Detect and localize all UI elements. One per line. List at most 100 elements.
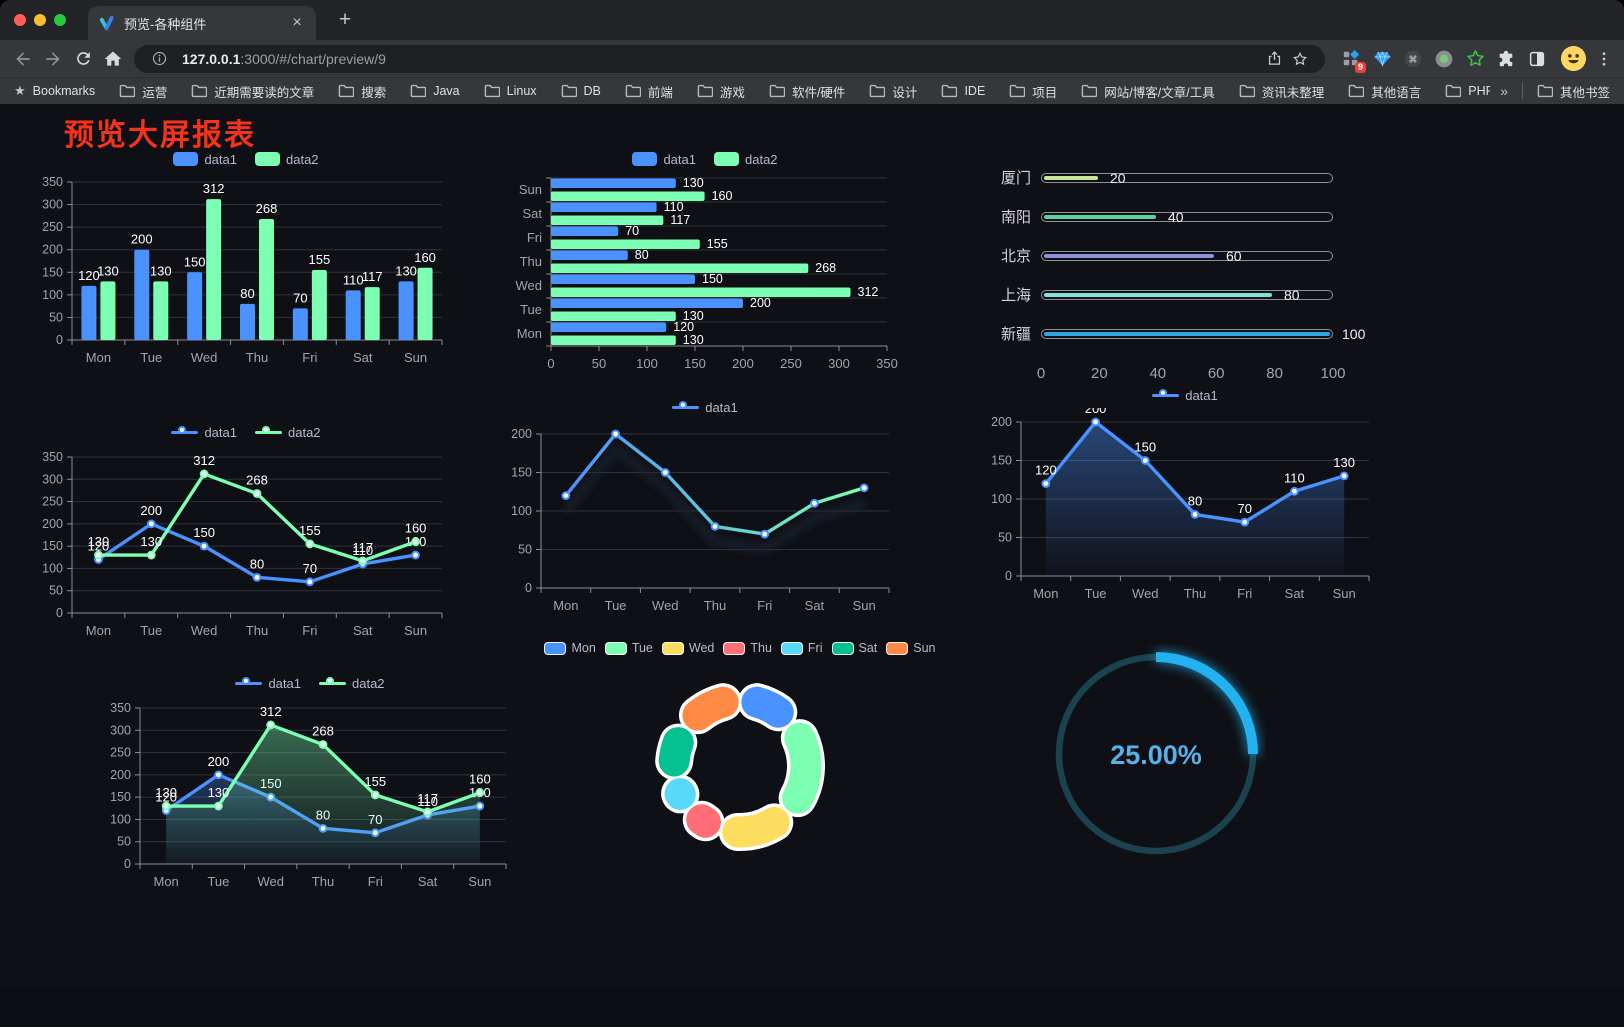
legend-label: Sat <box>858 641 878 655</box>
progress-fill <box>1044 292 1272 297</box>
tab-close-icon[interactable]: × <box>292 14 302 31</box>
svg-text:Mon: Mon <box>553 598 578 613</box>
legend-item-data1[interactable]: data1 <box>1152 388 1218 403</box>
legend-swatch <box>173 152 199 166</box>
bookmark-folder[interactable]: Java <box>410 82 460 101</box>
profile-avatar[interactable] <box>1561 46 1586 71</box>
legend-item-Sat[interactable]: Sat <box>831 641 878 655</box>
legend-item-data1[interactable]: data1 <box>235 676 301 691</box>
svg-text:50: 50 <box>49 310 63 324</box>
svg-text:Thu: Thu <box>1184 586 1206 601</box>
site-info-icon[interactable] <box>146 50 172 67</box>
bookmark-folder-label: 游戏 <box>719 85 745 100</box>
legend-item-Wed[interactable]: Wed <box>661 641 714 655</box>
svg-text:Tue: Tue <box>520 302 542 317</box>
bookmark-folder[interactable]: Linux <box>484 82 537 101</box>
back-button[interactable] <box>8 44 38 74</box>
svg-text:Thu: Thu <box>246 623 268 638</box>
extension-split-square-button[interactable] <box>1527 49 1547 69</box>
bookmark-folder-label: 项目 <box>1032 85 1058 100</box>
legend-item-data2[interactable]: data2 <box>714 152 778 167</box>
bookmark-star-button[interactable] <box>1287 50 1313 68</box>
legend-item-data1[interactable]: data1 <box>672 400 738 415</box>
svg-text:25.00%: 25.00% <box>1110 740 1202 770</box>
legend-item-Fri[interactable]: Fri <box>780 641 823 655</box>
share-button[interactable] <box>1261 50 1287 67</box>
progress-value: 40 <box>1168 208 1184 225</box>
chart-line-grouped-plot: 0 50 100 150 200 250 300 350 Mon Tue Wed Thu Fri Sat S… <box>36 445 456 654</box>
forward-button[interactable] <box>38 44 68 74</box>
other-bookmarks-folder[interactable]: 其他书签 <box>1537 82 1610 101</box>
close-window-button[interactable] <box>14 14 26 26</box>
svg-text:Fri: Fri <box>302 623 317 638</box>
legend-label: Mon <box>571 641 596 655</box>
svg-text:Tue: Tue <box>140 350 162 365</box>
bookmark-folder-label: 软件/硬件 <box>791 85 846 100</box>
extensions-puzzle-button[interactable] <box>1496 49 1516 69</box>
chart-gauge-plot: 25.00% <box>1046 644 1266 869</box>
bookmark-folder[interactable]: 资讯未整理 <box>1239 82 1324 101</box>
legend-item-Sun[interactable]: Sun <box>886 641 936 655</box>
bookmark-folder[interactable]: 前端 <box>625 82 673 101</box>
svg-text:Wed: Wed <box>516 278 543 293</box>
new-tab-button[interactable]: + <box>338 8 352 31</box>
minimize-window-button[interactable] <box>34 14 46 26</box>
bookmark-folder[interactable]: PHP <box>1445 82 1490 101</box>
legend-item-Tue[interactable]: Tue <box>604 641 653 655</box>
extension-grid-diamond-button[interactable]: 9 <box>1341 49 1366 73</box>
bookmarks-root[interactable]: ★ Bookmarks <box>14 83 95 99</box>
extension-gem-button[interactable] <box>1372 49 1392 69</box>
bookmark-folder[interactable]: 项目 <box>1009 82 1057 101</box>
progress-label: 南阳 <box>1000 209 1031 226</box>
legend-item-data1[interactable]: data1 <box>171 425 237 440</box>
bookmark-folder[interactable]: 网站/博客/文章/工具 <box>1081 82 1215 101</box>
legend-label: data2 <box>288 424 321 440</box>
svg-text:Wed: Wed <box>257 874 284 889</box>
folder-icon <box>561 84 577 98</box>
bookmark-folder[interactable]: 近期需要读的文章 <box>191 82 314 101</box>
bookmarks-overflow-chevron[interactable]: » <box>1500 83 1508 99</box>
legend-item-Mon[interactable]: Mon <box>544 641 596 655</box>
progress-row-厦门: 厦门 20 <box>985 158 1385 197</box>
bookmark-folder[interactable]: 游戏 <box>697 82 745 101</box>
address-bar[interactable]: 127.0.0.1 :3000/#/chart/preview/9 <box>134 44 1325 73</box>
svg-text:Wed: Wed <box>191 623 218 638</box>
maximize-window-button[interactable] <box>54 14 66 26</box>
bookmark-folder-label: 运营 <box>142 85 168 100</box>
legend-item-data2[interactable]: data2 <box>255 425 321 440</box>
folder-icon <box>338 84 355 98</box>
progress-value: 20 <box>1110 169 1126 186</box>
extension-badge: 9 <box>1354 61 1366 73</box>
legend-item-data1[interactable]: data1 <box>173 152 237 167</box>
legend-item-data1[interactable]: data1 <box>632 152 696 167</box>
folder-icon <box>625 84 641 98</box>
home-button[interactable] <box>98 44 128 74</box>
svg-text:350: 350 <box>42 450 63 464</box>
bookmark-folder[interactable]: 其他语言 <box>1348 82 1421 101</box>
svg-text:200: 200 <box>140 503 162 518</box>
extension-command-button[interactable]: ⌘ <box>1403 49 1423 69</box>
browser-menu-button[interactable] <box>1592 44 1616 74</box>
tab-strip: 预览-各种组件 × + <box>0 0 1624 40</box>
svg-text:110: 110 <box>1284 470 1305 485</box>
legend-swatch <box>886 641 909 655</box>
svg-text:110: 110 <box>343 272 364 287</box>
bookmark-folder[interactable]: 软件/硬件 <box>769 82 845 101</box>
progress-track: 60 <box>1041 248 1333 264</box>
back-icon <box>16 51 30 66</box>
bookmark-folder[interactable]: 设计 <box>869 82 917 101</box>
svg-text:300: 300 <box>110 723 131 737</box>
bookmark-folder[interactable]: 搜索 <box>338 82 386 101</box>
extension-green-star-button[interactable] <box>1465 49 1485 69</box>
chart-bar-grouped-plot: 0 50 100 150 200 250 300 350 Mon Tue Wed Thu Fri Sat S… <box>36 172 456 381</box>
bookmark-folder[interactable]: 运营 <box>119 82 167 101</box>
legend-item-Thu[interactable]: Thu <box>723 641 772 655</box>
extension-record-button[interactable] <box>1434 49 1454 69</box>
bookmark-folder[interactable]: IDE <box>941 82 985 101</box>
reload-button[interactable] <box>68 44 98 74</box>
svg-text:312: 312 <box>203 181 225 196</box>
browser-tab[interactable]: 预览-各种组件 × <box>88 6 316 40</box>
legend-item-data2[interactable]: data2 <box>319 676 385 691</box>
bookmark-folder[interactable]: DB <box>561 82 601 101</box>
legend-item-data2[interactable]: data2 <box>255 152 319 167</box>
